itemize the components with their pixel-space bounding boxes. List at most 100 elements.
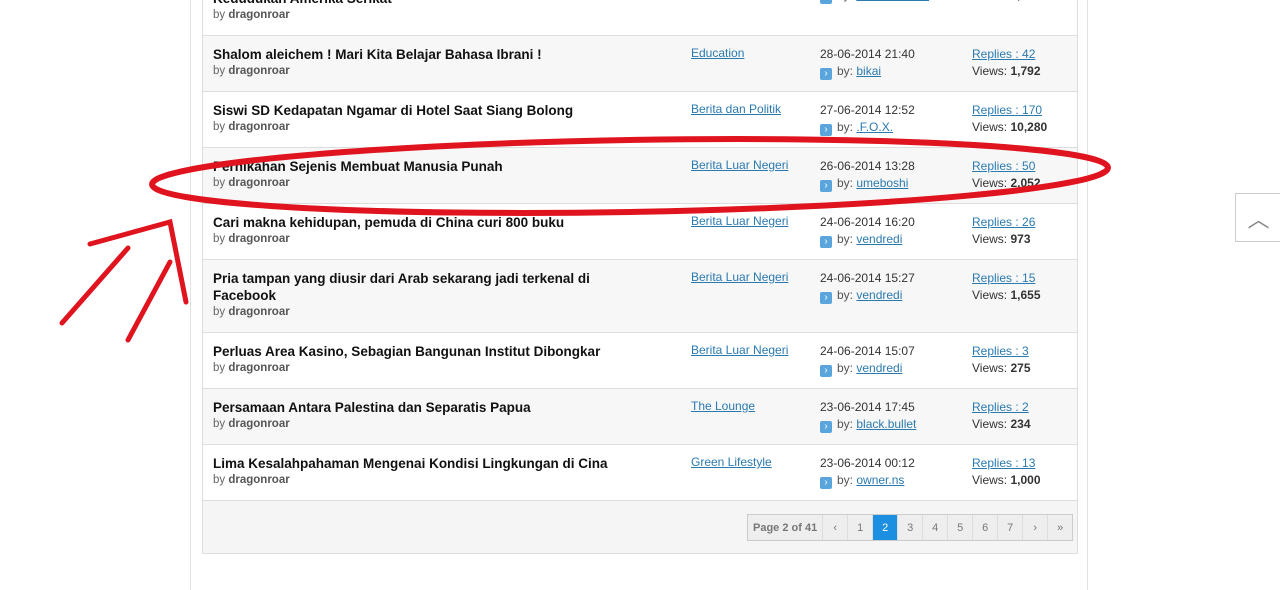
go-to-last-post-icon[interactable]: › [820, 124, 832, 136]
replies-link[interactable]: Replies : 2 [972, 400, 1029, 414]
category-link[interactable]: Berita Luar Negeri [691, 343, 789, 357]
topic-title[interactable]: Perluas Area Kasino, Sebagian Bangunan I… [213, 343, 633, 377]
topic-stats: Replies : 3 Views: 275 [972, 343, 1031, 377]
category-link[interactable]: Berita dan Politik [691, 102, 782, 116]
prev-page-button[interactable]: ‹ [823, 515, 849, 540]
last-poster-link[interactable]: .F.O.X. [856, 120, 894, 134]
page-button[interactable]: 2 [873, 515, 899, 540]
topic-title-text[interactable]: Lima Kesalahpahaman Mengenai Kondisi Lin… [213, 456, 608, 471]
page-button[interactable]: 6 [973, 515, 999, 540]
topic-title-text[interactable]: Kedudukan Amerika Serikat [213, 0, 392, 6]
last-poster-link[interactable]: vendredi [856, 361, 903, 375]
topic-title-text[interactable]: Pernikahan Sejenis Membuat Manusia Punah [213, 159, 503, 174]
scroll-to-top-button[interactable]: ︿ [1235, 193, 1280, 242]
topic-row: Siswi SD Kedapatan Ngamar di Hotel Saat … [203, 92, 1077, 148]
topic-title[interactable]: Pria tampan yang diusir dari Arab sekara… [213, 270, 633, 321]
views-label: Views: [972, 361, 1008, 375]
go-to-last-post-icon[interactable]: › [820, 421, 832, 433]
by-label: by: [837, 176, 854, 190]
last-post: 24-06-2014 15:07 › by: vendredi [820, 343, 915, 377]
by-label: by: [837, 0, 853, 2]
views-count: 1,171 [1010, 0, 1040, 2]
topic-author: by dragonroar [213, 119, 633, 136]
topic-title-text[interactable]: Siswi SD Kedapatan Ngamar di Hotel Saat … [213, 103, 574, 118]
replies-link[interactable]: Replies : 15 [972, 271, 1036, 285]
author-name: dragonroar [228, 474, 290, 486]
last-page-button[interactable]: » [1048, 515, 1073, 540]
pagination: Page 2 of 41 ‹ 1 2 3 4 5 6 7 ›» [747, 514, 1074, 541]
topic-row: Shalom aleichem ! Mari Kita Belajar Baha… [203, 36, 1077, 92]
views-label: Views: [972, 0, 1007, 2]
topic-title[interactable]: Lima Kesalahpahaman Mengenai Kondisi Lin… [213, 455, 633, 489]
category-link[interactable]: Green Lifestyle [691, 455, 772, 469]
page-button[interactable]: 3 [898, 515, 924, 540]
replies-link[interactable]: Replies : 3 [972, 344, 1029, 358]
last-poster-link[interactable]: bikai [856, 64, 882, 78]
category-link[interactable]: Berita Luar Negeri [691, 214, 789, 228]
by-label: by: [837, 232, 854, 246]
go-to-last-post-icon[interactable]: › [820, 292, 832, 304]
content-container: Kedudukan Amerika Serikat by dragonroar … [190, 0, 1088, 590]
replies-link[interactable]: Replies : 26 [972, 215, 1036, 229]
replies-link[interactable]: Replies : 13 [972, 456, 1036, 470]
topic-title[interactable]: Shalom aleichem ! Mari Kita Belajar Baha… [213, 46, 633, 80]
author-name: dragonroar [228, 362, 290, 374]
last-post: › by: dabiehmester [820, 0, 929, 4]
by-label: by: [837, 473, 854, 487]
topic-title-text[interactable]: Cari makna kehidupan, pemuda di China cu… [213, 215, 565, 230]
go-to-last-post-icon[interactable]: › [820, 477, 832, 489]
topic-row: Kedudukan Amerika Serikat by dragonroar … [203, 0, 1077, 36]
by-label: by [213, 121, 226, 133]
by-label: by [213, 474, 226, 486]
topic-row: Lima Kesalahpahaman Mengenai Kondisi Lin… [203, 445, 1077, 501]
topic-title[interactable]: Persamaan Antara Palestina dan Separatis… [213, 399, 633, 433]
replies-link[interactable]: Replies : 42 [972, 47, 1036, 61]
author-name: dragonroar [228, 65, 290, 77]
views-label: Views: [972, 288, 1008, 302]
topic-title[interactable]: Cari makna kehidupan, pemuda di China cu… [213, 214, 633, 248]
last-poster-link[interactable]: black.bullet [856, 417, 917, 431]
topic-stats: Replies : 15 Views: 1,655 [972, 270, 1041, 304]
topic-author: by dragonroar [213, 360, 633, 377]
last-poster-link[interactable]: owner.ns [856, 473, 905, 487]
topic-title[interactable]: Kedudukan Amerika Serikat by dragonroar [213, 0, 633, 24]
category-link[interactable]: Berita Luar Negeri [691, 270, 789, 284]
topic-author: by dragonroar [213, 63, 633, 80]
go-to-last-post-icon[interactable]: › [820, 68, 832, 80]
by-label: by [213, 418, 226, 430]
go-to-last-post-icon[interactable]: › [820, 236, 832, 248]
go-to-last-post-icon[interactable]: › [820, 0, 832, 4]
views-label: Views: [972, 473, 1008, 487]
topic-title-text[interactable]: Shalom aleichem ! Mari Kita Belajar Baha… [213, 47, 542, 62]
page-button[interactable]: 4 [923, 515, 949, 540]
page-button[interactable]: 1 [848, 515, 874, 540]
last-poster-link[interactable]: umeboshi [856, 176, 909, 190]
topic-title-text[interactable]: Perluas Area Kasino, Sebagian Bangunan I… [213, 344, 601, 359]
views-count: 1,655 [1010, 288, 1041, 302]
last-poster-link[interactable]: vendredi [856, 232, 903, 246]
by-label: by [213, 233, 226, 245]
replies-link[interactable]: Replies : 170 [972, 103, 1043, 117]
last-poster-link[interactable]: dabiehmester [856, 0, 929, 2]
category-link[interactable]: Education [691, 46, 745, 60]
author-name: dragonroar [228, 418, 290, 430]
topic-author: by dragonroar [213, 231, 633, 248]
category-link[interactable]: Berita Luar Negeri [691, 158, 789, 172]
go-to-last-post-icon[interactable]: › [820, 180, 832, 192]
next-page-button[interactable]: › [1023, 515, 1049, 540]
go-to-last-post-icon[interactable]: › [820, 365, 832, 377]
topic-title[interactable]: Siswi SD Kedapatan Ngamar di Hotel Saat … [213, 102, 633, 136]
red-annotation [59, 136, 1111, 343]
topic-author: by dragonroar [213, 175, 633, 192]
topic-title-text[interactable]: Persamaan Antara Palestina dan Separatis… [213, 400, 531, 415]
page-button[interactable]: 7 [998, 515, 1024, 540]
topic-title[interactable]: Pernikahan Sejenis Membuat Manusia Punah… [213, 158, 633, 192]
replies-link[interactable]: Replies : 50 [972, 159, 1036, 173]
author-name: dragonroar [228, 9, 290, 21]
last-poster-link[interactable]: vendredi [856, 288, 903, 302]
last-post: 24-06-2014 15:27 › by: vendredi [820, 270, 915, 304]
category-link[interactable]: The Lounge [691, 399, 756, 413]
page-button[interactable]: 5 [948, 515, 974, 540]
topic-title-text[interactable]: Pria tampan yang diusir dari Arab sekara… [213, 271, 590, 303]
by-label: by [213, 65, 226, 77]
